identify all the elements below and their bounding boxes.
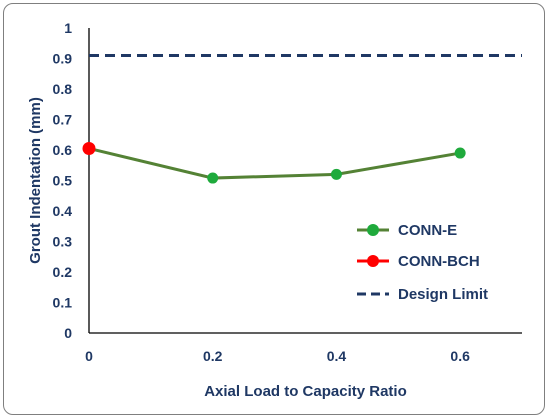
x-axis-title: Axial Load to Capacity Ratio (204, 383, 407, 400)
y-axis-title: Grout Indentation (mm) (27, 97, 44, 264)
series-conn-bch-point (82, 141, 96, 155)
series-conn-e-point (330, 168, 342, 180)
legend-label-conn-e: CONN-E (398, 222, 457, 239)
x-tick-label: 0.2 (203, 348, 223, 364)
y-tick-label: 0.7 (53, 112, 73, 128)
axes (88, 28, 522, 334)
y-tick-label: 0.4 (53, 203, 73, 219)
y-tick-label: 0.9 (53, 51, 73, 67)
legend-marker-conn-bch (367, 255, 379, 267)
legend-label-design-limit: Design Limit (398, 286, 488, 303)
y-tick-label: 0.8 (53, 81, 73, 97)
series-conn-e-point (454, 147, 466, 159)
y-tick-label: 0.3 (53, 234, 73, 250)
series-conn-e-line (88, 147, 461, 180)
series-conn-e-point (207, 172, 219, 184)
y-tick-label: 0.2 (53, 264, 73, 280)
y-tick-label: 0 (64, 325, 72, 341)
series-layer (82, 53, 522, 184)
tick-labels: 0 0.1 0.2 0.3 0.4 0.5 0.6 0.7 0.8 0.9 1 0 0.2 0.4 0.6 (53, 20, 471, 364)
legend: CONN-E CONN-BCH Design Limit (357, 222, 488, 303)
x-tick-label: 0.4 (327, 348, 347, 364)
y-tick-label: 0.1 (53, 295, 73, 311)
x-tick-label: 0.6 (450, 348, 470, 364)
y-tick-label: 1 (64, 20, 72, 36)
x-tick-label: 0 (85, 348, 93, 364)
y-tick-label: 0.5 (53, 173, 73, 189)
legend-marker-conn-e (367, 224, 379, 236)
legend-label-conn-bch: CONN-BCH (398, 253, 480, 270)
chart-frame (3, 3, 545, 415)
y-tick-label: 0.6 (53, 142, 73, 158)
